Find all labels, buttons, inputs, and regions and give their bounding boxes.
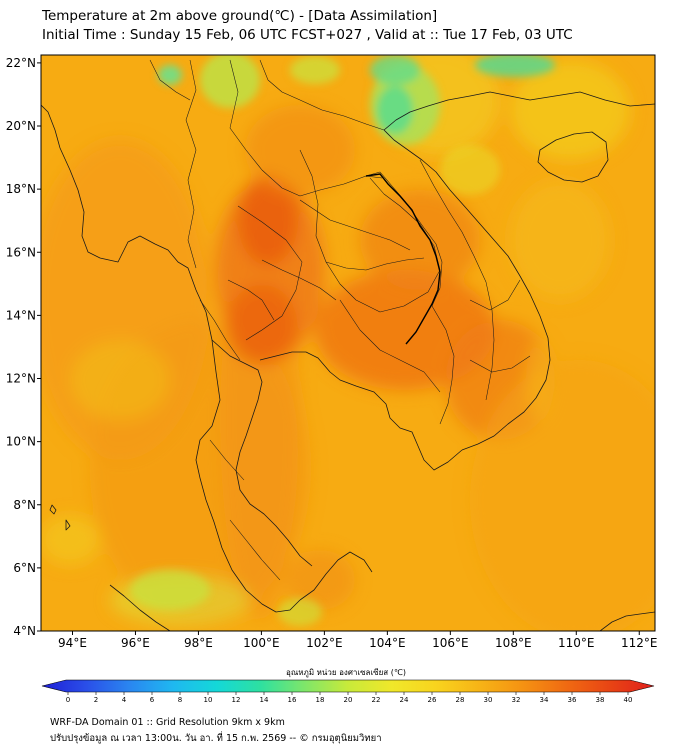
colorbar-tick-label: 12 <box>232 696 241 704</box>
lat-tick-label: 16°N <box>6 245 36 259</box>
map-title: Temperature at 2m above ground(℃) - [Dat… <box>42 8 438 24</box>
lon-tick-label: 106°E <box>432 636 469 650</box>
colorbar-tick-label: 26 <box>428 696 437 704</box>
colorbar-tick-label: 18 <box>316 696 325 704</box>
country-border-emphasis <box>365 173 441 345</box>
colorbar-tick-label: 4 <box>122 696 127 704</box>
colorbar-tick-label: 22 <box>372 696 381 704</box>
lon-tick-label: 102°E <box>306 636 343 650</box>
lat-tick-label: 14°N <box>6 308 36 322</box>
lon-tick-label: 112°E <box>621 636 658 650</box>
lat-tick-label: 22°N <box>6 56 36 70</box>
colorbar-tick-label: 28 <box>456 696 465 704</box>
lon-tick-label: 98°E <box>184 636 213 650</box>
colorbar-tick-label: 38 <box>596 696 605 704</box>
lat-tick-label: 10°N <box>6 435 36 449</box>
lat-tick-label: 12°N <box>6 372 36 386</box>
colorbar-tick-label: 0 <box>66 696 70 704</box>
province-borders <box>149 59 531 581</box>
colorbar-tick-label: 2 <box>94 696 98 704</box>
longitude-axis: 94°E 96°E 98°E 100°E 102°E 104°E 106°E 108°E 110… <box>58 631 658 650</box>
colorbar-ticks: 0 2 4 6 8 10 12 14 16 18 20 22 24 26 28 30 32 34 36 38 40 <box>66 692 633 704</box>
map-subtitle: Initial Time : Sunday 15 Feb, 06 UTC FCS… <box>42 27 573 43</box>
lat-tick-label: 18°N <box>6 182 36 196</box>
colorbar-tick-label: 34 <box>540 696 549 704</box>
colorbar-tick-label: 20 <box>344 696 353 704</box>
colorbar-tick-label: 6 <box>150 696 155 704</box>
latitude-axis: 4°N 6°N 8°N 10°N 12°N 14°N 16°N 18°N 20°N 22°N <box>6 56 41 638</box>
colorbar-tick-label: 24 <box>400 696 409 704</box>
lon-tick-label: 96°E <box>121 636 150 650</box>
colorbar: อุณหภูมิ หน่วย องศาเซลเซียส (℃) 0 2 4 6 8 10 1… <box>41 668 655 704</box>
coastline-and-borders <box>41 91 655 631</box>
lon-tick-label: 94°E <box>58 636 87 650</box>
lon-tick-label: 110°E <box>558 636 595 650</box>
footer-update-info: ปรับปรุงข้อมูล ณ เวลา 13:00น. วัน อา. ที… <box>50 733 382 744</box>
colorbar-title: อุณหภูมิ หน่วย องศาเซลเซียส (℃) <box>286 668 406 678</box>
colorbar-tick-label: 36 <box>568 696 577 704</box>
lat-tick-label: 8°N <box>13 498 36 512</box>
colorbar-tick-label: 10 <box>204 696 213 704</box>
colorbar-tick-label: 8 <box>178 696 182 704</box>
lat-tick-label: 20°N <box>6 119 36 133</box>
colorbar-tick-label: 40 <box>624 696 633 704</box>
lat-tick-label: 4°N <box>13 624 36 638</box>
temperature-field <box>41 55 655 631</box>
lon-tick-label: 100°E <box>243 636 280 650</box>
lat-tick-label: 6°N <box>13 561 36 575</box>
colorbar-tick-label: 14 <box>260 696 269 704</box>
lon-tick-label: 108°E <box>495 636 532 650</box>
colorbar-tick-label: 32 <box>512 696 521 704</box>
plot-frame <box>40 54 656 632</box>
footer-domain-info: WRF-DA Domain 01 :: Grid Resolution 9km … <box>50 717 285 728</box>
colorbar-bar <box>41 679 655 693</box>
colorbar-tick-label: 16 <box>288 696 297 704</box>
lon-tick-label: 104°E <box>369 636 406 650</box>
colorbar-tick-label: 30 <box>484 696 493 704</box>
